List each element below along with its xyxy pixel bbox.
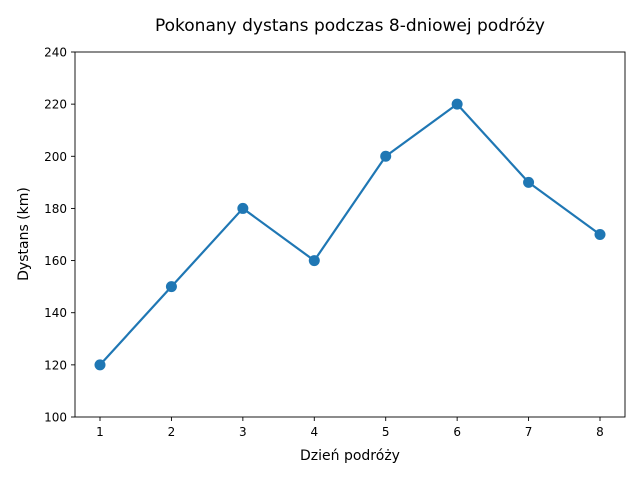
- y-tick-label: 140: [44, 306, 67, 320]
- data-point: [237, 202, 249, 214]
- x-axis-ticks: 1 2 3 4 5 6 7 8: [96, 417, 604, 439]
- data-point: [523, 176, 535, 188]
- y-axis-label: Dystans (km): [16, 187, 32, 281]
- x-tick-label: 6: [453, 425, 461, 439]
- plot-frame: [74, 51, 626, 418]
- series-line: [99, 103, 601, 366]
- y-tick-label: 120: [44, 358, 67, 372]
- x-axis-label: Dzień podróży: [300, 448, 400, 464]
- chart-title: Pokonany dystans podczas 8-dniowej podró…: [155, 16, 545, 36]
- x-tick-label: 3: [239, 425, 247, 439]
- data-point: [594, 229, 606, 240]
- x-tick-label: 2: [168, 425, 176, 439]
- data-point: [308, 255, 320, 267]
- x-tick-label: 8: [596, 425, 604, 439]
- x-tick-label: 4: [310, 425, 318, 439]
- data-point: [380, 150, 392, 162]
- x-tick-label: 7: [525, 425, 533, 439]
- data-point: [165, 281, 177, 293]
- x-tick-label: 5: [382, 425, 390, 439]
- y-tick-label: 180: [44, 202, 67, 216]
- y-axis-ticks: 100 120 140 160 180 200 220 240: [44, 46, 75, 425]
- data-point: [451, 98, 463, 110]
- x-tick-label: 1: [96, 425, 104, 439]
- y-tick-label: 200: [44, 150, 67, 164]
- y-tick-label: 240: [44, 46, 67, 60]
- y-tick-label: 100: [44, 411, 67, 425]
- series-layer: [94, 98, 606, 371]
- y-tick-label: 220: [44, 98, 67, 112]
- y-tick-label: 160: [44, 254, 67, 268]
- data-point: [94, 359, 106, 371]
- plot-area-border: [74, 51, 626, 418]
